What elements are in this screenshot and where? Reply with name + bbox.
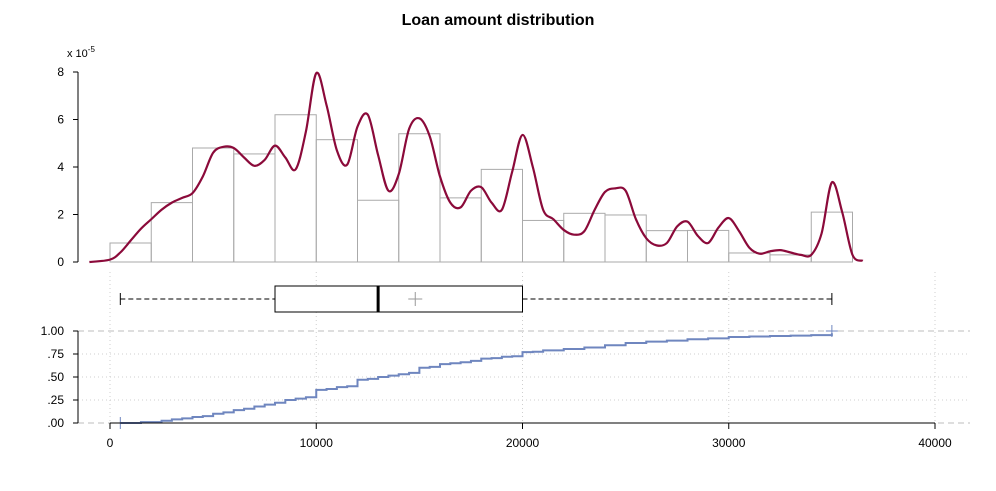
histogram-bar — [150, 202, 193, 263]
histogram-bar — [274, 114, 317, 263]
y-multiplier-label: x 10-5 — [67, 45, 95, 60]
boxplot-box — [274, 285, 523, 313]
histogram-bar — [687, 229, 730, 263]
ecdf-step-line — [120, 333, 833, 424]
x-tick-label: 10000 — [300, 436, 334, 450]
histogram-bar — [604, 214, 647, 263]
histogram-bar — [357, 199, 400, 263]
ecdf-y-axis: .00 .25 .50 .75 1.00 — [41, 324, 79, 430]
histogram-bar — [522, 219, 565, 263]
x-tick-label: 40000 — [918, 436, 952, 450]
ecdf-y-tick-label: 1.00 — [41, 324, 65, 338]
histogram-bar — [480, 168, 523, 263]
histogram-bar — [645, 230, 688, 263]
hist-y-tick-label: 2 — [57, 208, 64, 222]
boxplot — [119, 285, 833, 313]
histogram-bar — [233, 153, 276, 263]
ecdf-y-tick-label: .00 — [47, 416, 64, 430]
hist-y-tick-label: 0 — [57, 255, 64, 269]
ecdf-y-tick-label: .50 — [47, 370, 64, 384]
hist-y-tick-label: 4 — [57, 160, 64, 174]
hist-y-tick-label: 8 — [57, 65, 64, 79]
ecdf-y-tick-label: .25 — [47, 393, 64, 407]
histogram-y-axis: x 10-5 0 2 4 6 8 — [57, 45, 95, 269]
density-curve — [89, 71, 864, 264]
histogram-bars — [109, 114, 853, 263]
histogram-bar — [315, 139, 358, 263]
x-tick-label: 30000 — [712, 436, 746, 450]
x-tick-label: 20000 — [506, 436, 540, 450]
histogram-bar — [563, 212, 606, 263]
x-axis: 0 10000 20000 30000 40000 — [107, 422, 952, 450]
x-tick-label: 0 — [107, 436, 114, 450]
hist-y-tick-label: 6 — [57, 113, 64, 127]
gridlines — [78, 272, 970, 424]
histogram-bar — [810, 211, 853, 263]
histogram-bar — [192, 147, 235, 263]
chart-title: Loan amount distribution — [402, 12, 595, 29]
ecdf-y-tick-label: .75 — [47, 347, 64, 361]
histogram-bar — [109, 242, 152, 263]
